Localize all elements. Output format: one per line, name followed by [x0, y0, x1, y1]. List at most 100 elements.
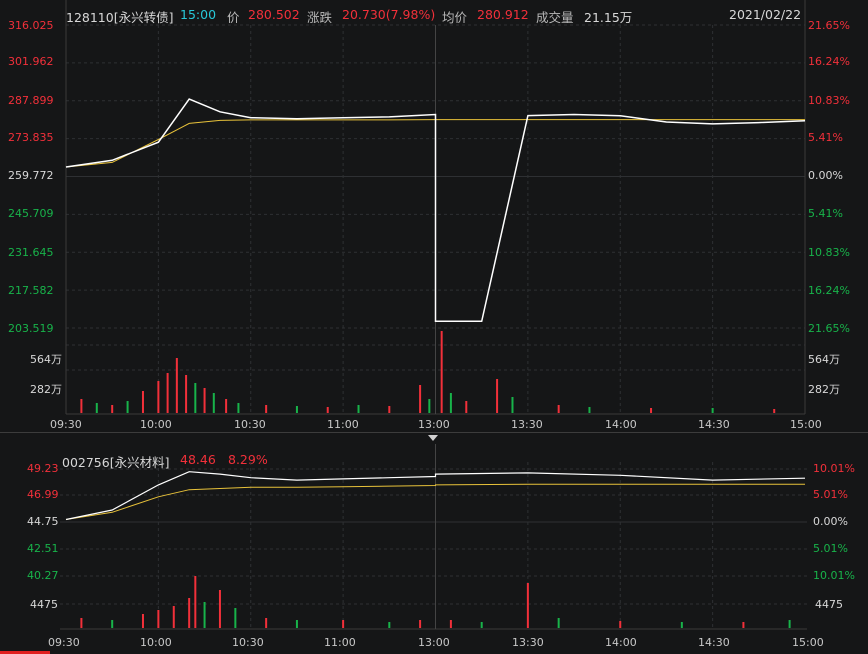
volume-bar — [449, 620, 452, 628]
pct-tick: 21.65% — [808, 322, 850, 335]
status-strip — [0, 651, 50, 654]
volume-bar — [157, 381, 160, 413]
pct-tick: 10.01% — [813, 569, 855, 582]
pct-tick: 10.83% — [808, 246, 850, 259]
time-tick: 15:00 — [790, 418, 822, 431]
time-tick: 10:30 — [234, 418, 266, 431]
volume-bar — [212, 393, 215, 413]
price-tick: 217.582 — [8, 284, 54, 297]
price-tick: 42.51 — [27, 542, 59, 555]
volume-bar — [166, 373, 169, 413]
volume-bar — [480, 622, 483, 628]
top-info-bar: 128110[永兴转债] 15:00 价 280.502 涨跌 20.730(7… — [0, 0, 868, 26]
volume-bar — [265, 405, 268, 413]
volume-bar — [557, 618, 560, 628]
volume-bar — [357, 405, 360, 413]
volume-bar — [111, 405, 114, 413]
price-tick: 49.23 — [27, 462, 59, 475]
stock-price: 48.46 — [180, 452, 216, 467]
time-tick: 10:00 — [140, 418, 172, 431]
volume-value: 21.15万 — [584, 10, 633, 25]
stock-code[interactable]: 002756[永兴材料] — [62, 455, 170, 470]
volume-bar — [141, 391, 144, 413]
quote-date: 2021/02/22 — [729, 7, 802, 22]
volume-bar — [788, 620, 791, 628]
pct-tick: 5.41% — [808, 131, 843, 144]
volume-bar — [80, 618, 83, 628]
volume-bar — [650, 408, 653, 413]
change-label: 涨跌 — [307, 10, 333, 25]
volume-bar — [203, 388, 206, 413]
price-tick: 231.645 — [8, 246, 54, 259]
pct-tick: 0.00% — [808, 169, 843, 182]
volume-bar — [95, 403, 98, 413]
pct-tick: 21.65% — [808, 19, 850, 32]
price-tick: 44.75 — [27, 515, 59, 528]
volume-bar — [388, 406, 391, 413]
avg-price-line — [65, 483, 805, 520]
volume-bar — [237, 403, 240, 413]
volume-bar — [234, 608, 237, 628]
stock-pct: 8.29% — [228, 452, 268, 467]
time-tick: 15:00 — [792, 636, 824, 649]
volume-bar — [588, 407, 591, 413]
volume-bar — [126, 401, 129, 413]
volume-bar — [419, 385, 422, 413]
time-tick: 13:30 — [511, 418, 543, 431]
volume-bar — [511, 397, 514, 413]
volume-bar — [711, 408, 714, 413]
volume-bar — [141, 614, 144, 628]
price-tick: 301.962 — [8, 55, 54, 68]
price-tick: 259.772 — [8, 169, 54, 182]
quote-time: 15:00 — [180, 7, 217, 22]
volume-bar — [295, 406, 298, 413]
time-tick: 13:00 — [418, 636, 450, 649]
volume-bar — [218, 590, 221, 628]
pct-tick: 5.01% — [813, 488, 848, 501]
time-tick: 11:00 — [324, 636, 356, 649]
price-tick: 287.899 — [8, 94, 54, 107]
time-tick: 14:00 — [605, 418, 637, 431]
volume-bar — [175, 358, 178, 413]
volume-bar — [157, 610, 160, 628]
pct-tick: 10.01% — [813, 462, 855, 475]
pct-tick: 16.24% — [808, 55, 850, 68]
price-value: 280.502 — [248, 7, 300, 22]
bond-code[interactable]: 128110[永兴转债] — [66, 10, 174, 25]
volume-bar — [742, 622, 745, 628]
pct-tick: 10.83% — [808, 94, 850, 107]
vol-tick: 282万 — [808, 383, 840, 396]
volume-bar — [342, 620, 345, 628]
volume-bar — [428, 399, 431, 413]
vol-tick: 564万 — [808, 353, 840, 366]
time-tick: 09:30 — [48, 636, 80, 649]
volume-bar — [526, 583, 529, 628]
pct-tick: 0.00% — [813, 515, 848, 528]
vol-tick: 282万 — [30, 383, 62, 396]
volume-bar — [419, 620, 422, 628]
collapse-arrow-icon[interactable] — [428, 435, 438, 441]
time-tick: 13:30 — [512, 636, 544, 649]
volume-bar — [111, 620, 114, 628]
time-tick: 10:00 — [140, 636, 172, 649]
volume-bar — [326, 407, 329, 413]
price-tick: 316.025 — [8, 19, 54, 32]
pct-tick: 16.24% — [808, 284, 850, 297]
price-tick: 40.27 — [27, 569, 59, 582]
time-tick: 09:30 — [50, 418, 82, 431]
volume-bar — [496, 379, 499, 413]
price-line — [65, 471, 806, 521]
volume-bar — [188, 598, 191, 628]
price-label: 价 — [227, 10, 240, 25]
time-tick: 10:30 — [232, 636, 264, 649]
price-tick: 273.835 — [8, 131, 54, 144]
avg-label: 均价 — [442, 10, 468, 25]
price-tick: 203.519 — [8, 322, 54, 335]
volume-bar — [440, 331, 443, 413]
pct-tick: 5.41% — [808, 207, 843, 220]
price-line — [65, 98, 806, 323]
time-tick: 14:30 — [698, 636, 730, 649]
volume-bar — [203, 602, 206, 628]
volume-bar — [172, 606, 175, 628]
